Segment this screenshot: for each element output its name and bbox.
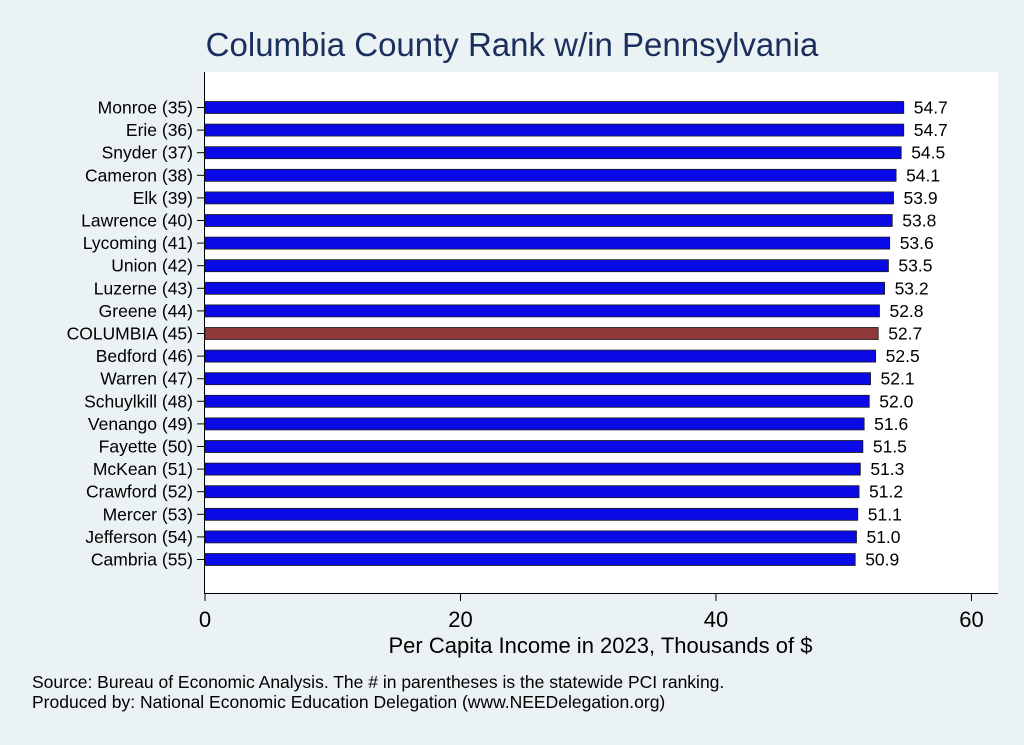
category-label: Monroe (35): [98, 98, 193, 118]
bar: [204, 168, 897, 182]
data-label: 51.5: [873, 437, 907, 457]
category-label: Fayette (50): [99, 437, 193, 457]
category-label: Erie (36): [126, 120, 193, 140]
data-label: 53.2: [895, 278, 929, 298]
data-label: 52.5: [886, 346, 920, 366]
category-label: Union (42): [111, 256, 193, 276]
bar: [204, 259, 889, 273]
data-label: 54.7: [914, 120, 948, 140]
bar: [204, 101, 905, 114]
category-label: Lawrence (40): [81, 211, 193, 231]
data-label: 52.8: [889, 301, 923, 321]
bar: [204, 485, 860, 499]
category-label: COLUMBIA (45): [67, 324, 193, 344]
bar: [204, 553, 856, 566]
bar: [204, 507, 859, 521]
category-label: Lycoming (41): [83, 233, 193, 253]
category-label: Luzerne (43): [94, 278, 193, 298]
category-label: Crawford (52): [86, 482, 193, 502]
data-label: 53.8: [902, 211, 936, 231]
category-label: McKean (51): [93, 459, 193, 479]
category-label: Snyder (37): [102, 143, 193, 163]
bar: [204, 440, 864, 453]
x-tick-label: 20: [448, 607, 472, 632]
data-label: 53.6: [900, 233, 934, 253]
bar: [204, 146, 902, 160]
bar: [204, 214, 893, 227]
data-label: 52.7: [888, 324, 922, 344]
category-label: Bedford (46): [96, 346, 193, 366]
x-tick-label: 40: [704, 607, 728, 632]
chart-title: Columbia County Rank w/in Pennsylvania: [205, 26, 819, 63]
x-tick-label: 0: [199, 607, 211, 632]
data-label: 51.2: [869, 482, 903, 502]
bar: [204, 123, 905, 137]
bar: [204, 327, 879, 340]
bar: [204, 462, 861, 476]
data-label: 53.5: [898, 256, 932, 276]
bar: [204, 394, 870, 408]
bar: [204, 191, 894, 205]
category-label: Cameron (38): [85, 165, 193, 185]
data-label: 51.0: [866, 527, 900, 547]
bar: [204, 281, 885, 295]
bar: [204, 372, 871, 386]
data-label: 52.1: [881, 369, 915, 389]
producer-note: Produced by: National Economic Education…: [32, 692, 666, 712]
bar: [204, 349, 877, 363]
x-axis-label: Per Capita Income in 2023, Thousands of …: [388, 633, 813, 658]
category-label: Jefferson (54): [85, 527, 193, 547]
category-label: Schuylkill (48): [84, 391, 193, 411]
data-label: 53.9: [904, 188, 938, 208]
category-label: Greene (44): [99, 301, 193, 321]
source-note: Source: Bureau of Economic Analysis. The…: [32, 672, 725, 692]
category-label: Venango (49): [88, 414, 193, 434]
data-label: 52.0: [879, 391, 913, 411]
data-label: 54.5: [911, 143, 945, 163]
bar: [204, 236, 891, 250]
data-label: 54.7: [914, 98, 948, 118]
category-label: Elk (39): [133, 188, 193, 208]
category-label: Mercer (53): [103, 504, 193, 524]
data-label: 51.3: [870, 459, 904, 479]
data-label: 50.9: [865, 550, 899, 570]
category-label: Cambria (55): [91, 550, 193, 570]
category-label: Warren (47): [100, 369, 193, 389]
bar: [204, 530, 857, 544]
bar: [204, 417, 865, 431]
bar: [204, 304, 880, 318]
data-label: 51.6: [874, 414, 908, 434]
data-label: 51.1: [868, 504, 902, 524]
x-tick-label: 60: [959, 607, 983, 632]
data-label: 54.1: [906, 165, 940, 185]
